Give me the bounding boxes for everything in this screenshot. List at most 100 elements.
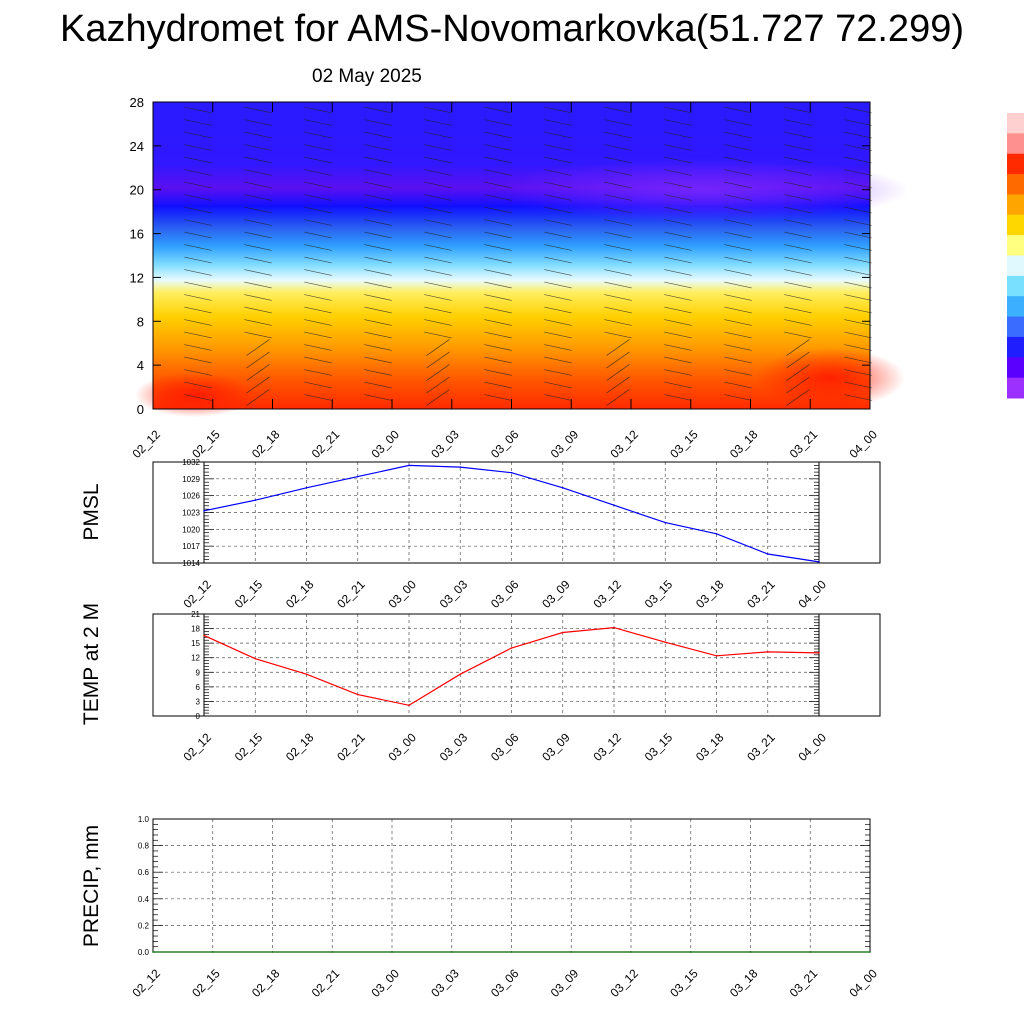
pmsl-x-tick-label: 04_00: [795, 577, 829, 611]
wind-barb: [844, 231, 872, 239]
wind-barb: [784, 331, 812, 339]
wind-barb: [484, 106, 512, 114]
wind-barb: [724, 369, 752, 376]
wind-barb: [484, 369, 512, 376]
wind-barb: [724, 356, 752, 364]
wind-barb: [184, 131, 212, 139]
colorbar-swatch: [1007, 377, 1024, 399]
temp-x-tick-label: 03_18: [693, 730, 727, 764]
wind-barb: [604, 244, 632, 251]
pmsl-data-point: [305, 487, 308, 489]
precip-x-tick-label: 02_18: [249, 966, 283, 1000]
colorbar-swatch: [1007, 153, 1024, 175]
wind-barb: [724, 344, 752, 351]
wind-barb: [244, 194, 272, 201]
pmsl-y-tick-label: 1023: [182, 509, 200, 518]
wind-barb: [604, 156, 632, 164]
wind-barb: [304, 356, 332, 364]
wind-barb: [664, 356, 692, 364]
wind-barb: [606, 389, 630, 406]
wind-barb: [364, 369, 392, 376]
wind-barb: [784, 106, 812, 114]
wind-barb: [724, 119, 752, 126]
wind-barb: [424, 131, 452, 139]
wind-barb: [364, 269, 392, 276]
wind-barb: [304, 281, 332, 289]
temp-y-label: TEMP at 2 M: [80, 603, 103, 725]
wind-barb: [544, 344, 572, 351]
wind-barb: [304, 256, 332, 264]
pmsl-data-point: [356, 475, 359, 478]
pmsl-x-tick-label: 03_21: [744, 577, 778, 611]
heatmap-x-tick-label: 04_00: [846, 427, 880, 461]
precip-y-tick-label: 0.4: [138, 895, 150, 904]
heatmap-y-tick-label: 20: [130, 183, 144, 198]
wind-barb: [304, 219, 332, 226]
wind-barb: [784, 156, 812, 164]
pmsl-x-tick-label: 03_06: [488, 577, 522, 611]
wind-barb: [604, 294, 632, 301]
wind-barb: [184, 394, 212, 401]
heatmap-x-tick-label: 03_18: [727, 427, 761, 461]
wind-barb: [784, 206, 812, 214]
wind-barb: [544, 231, 572, 239]
wind-barb: [424, 331, 452, 339]
temp-x-tick-label: 02_12: [180, 730, 214, 764]
temp-data-point: [305, 673, 308, 676]
wind-barb: [544, 106, 572, 114]
heatmap-y-tick-label: 8: [137, 314, 144, 329]
wind-barb: [244, 256, 272, 264]
precip-data-point: [630, 951, 632, 953]
temp-data-point: [203, 634, 205, 637]
wind-barb: [484, 306, 512, 314]
wind-barb: [184, 206, 212, 214]
precip-y-tick-label: 1.0: [138, 815, 150, 824]
pmsl-data-point: [715, 533, 718, 535]
precip-x-tick-label: 03_21: [787, 966, 821, 1000]
pmsl-data-point: [510, 471, 513, 474]
wind-barb: [244, 319, 272, 326]
wind-barb: [664, 369, 692, 376]
wind-barb: [184, 219, 212, 226]
wind-barb: [304, 131, 332, 139]
wind-barb: [604, 131, 632, 139]
wind-barb: [604, 169, 632, 176]
wind-barb: [184, 181, 212, 189]
heatmap-x-tick-label: 03_03: [428, 427, 462, 461]
wind-barb: [784, 244, 812, 251]
wind-barb: [664, 269, 692, 276]
precip-data-point: [749, 951, 752, 953]
wind-barb: [424, 294, 452, 301]
wind-barb: [544, 219, 572, 226]
wind-barb: [844, 281, 872, 289]
wind-barb: [724, 131, 752, 139]
wind-barb: [664, 131, 692, 139]
wind-barb: [424, 169, 452, 176]
temp-x-tick-label: 03_15: [642, 730, 676, 764]
precip-x-tick-label: 04_00: [846, 966, 880, 1000]
wind-barb: [484, 194, 512, 201]
wind-barb: [304, 331, 332, 339]
wind-barb: [786, 376, 810, 394]
wind-barb: [304, 206, 332, 214]
wind-barb: [424, 156, 452, 164]
page-title: Kazhydromet for AMS-Novomarkovka(51.727 …: [60, 8, 964, 50]
temp-x-tick-label: 03_03: [437, 730, 471, 764]
wind-barb: [244, 144, 272, 151]
heatmap-x-tick-label: 02_21: [309, 427, 343, 461]
wind-barb: [544, 169, 572, 176]
wind-barb: [424, 269, 452, 276]
wind-barb: [844, 306, 872, 314]
wind-barb: [364, 306, 392, 314]
wind-barb: [606, 351, 630, 369]
wind-barb: [424, 144, 452, 151]
pmsl-x-tick-label: 03_12: [590, 577, 624, 611]
wind-barb: [244, 131, 272, 139]
wind-barb: [184, 194, 212, 201]
wind-barb: [604, 231, 632, 239]
temp-data-point: [254, 657, 257, 660]
wind-barb: [364, 144, 392, 151]
precip-y-tick-label: 0.8: [138, 842, 150, 851]
wind-barb: [786, 351, 810, 369]
temp-x-tick-label: 04_00: [795, 730, 829, 764]
